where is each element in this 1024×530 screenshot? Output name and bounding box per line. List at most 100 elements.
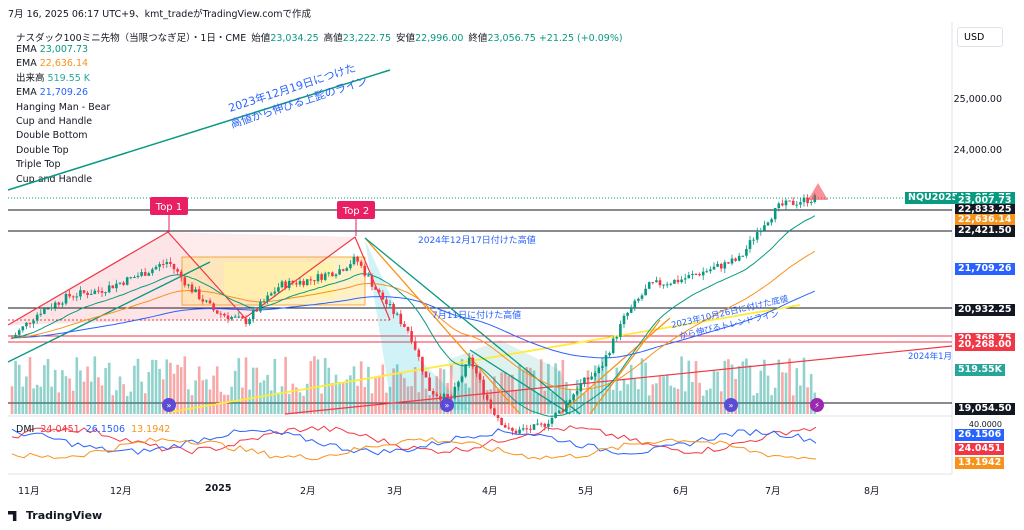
candle-body	[241, 316, 244, 319]
dmi-badge: 13.1942	[955, 457, 1005, 469]
jan2024-line	[284, 345, 953, 415]
volume-bar	[46, 358, 50, 414]
candle-body	[313, 280, 316, 282]
volume-bar	[349, 375, 352, 414]
indicator-row[interactable]: 出来高 519.55 K	[16, 72, 91, 84]
candle-body	[395, 313, 399, 315]
indicator-row[interactable]: Triple Top	[16, 159, 61, 171]
candle-body	[298, 280, 302, 285]
candle-body	[331, 272, 334, 277]
candle-body	[104, 292, 107, 294]
dmi-plus-value: 26.1506	[85, 424, 126, 435]
double-top-zigzag	[7, 231, 391, 326]
candle-body	[665, 284, 669, 286]
volume-bar	[421, 361, 424, 414]
volume-bar	[575, 379, 579, 414]
candle-body	[590, 376, 593, 380]
volume-bar	[345, 379, 349, 414]
candle-body	[460, 376, 464, 382]
volume-bar	[327, 367, 331, 414]
indicator-row[interactable]: Hanging Man - Bear	[16, 101, 111, 113]
volume-bar	[241, 387, 244, 414]
volume-bar	[104, 368, 107, 414]
volume-bar	[194, 380, 197, 414]
volume-bar	[572, 395, 575, 414]
volume-bar	[471, 363, 475, 414]
volume-bar	[136, 358, 140, 414]
volume-bar	[428, 395, 431, 414]
candle-body	[79, 290, 82, 297]
candle-body	[687, 275, 691, 279]
candle-body	[723, 262, 727, 269]
volume-bar	[334, 374, 338, 414]
volume-bar	[669, 385, 673, 414]
candle-body	[140, 272, 143, 276]
volume-bar	[748, 365, 752, 414]
volume-bar	[158, 368, 161, 414]
volume-bar	[683, 391, 687, 414]
volume-bar	[395, 364, 399, 414]
indicator-row[interactable]: Cup and Handle	[16, 116, 93, 128]
candle-body	[266, 295, 269, 302]
volume-bar	[251, 367, 255, 414]
candle-body	[791, 200, 795, 205]
cup-shade	[448, 340, 570, 405]
candle-body	[673, 279, 676, 284]
dmi-plus-line	[11, 428, 817, 456]
candle-body	[53, 302, 57, 308]
volume-bar	[172, 373, 176, 414]
volume-bar	[467, 387, 471, 414]
indicator-row[interactable]: Double Bottom	[16, 130, 88, 142]
dmi-legend: DMI 24.0451 26.1506 13.1942	[16, 423, 170, 437]
candle-body	[82, 290, 86, 293]
indicator-row[interactable]: EMA 23,007.73	[16, 44, 89, 55]
candle-body	[561, 410, 565, 412]
indicator-row[interactable]: Cup and Handle	[16, 173, 93, 185]
brand-text: TradingView	[26, 509, 103, 522]
volume-bar	[53, 369, 57, 414]
volume-bar	[266, 374, 269, 414]
candle-body	[97, 290, 100, 292]
volume-bar	[651, 384, 655, 414]
candle-body	[43, 308, 46, 314]
volume-bar	[579, 390, 583, 414]
candle-body	[719, 263, 723, 269]
jul11-annotation: 7月11日に付けた高値	[432, 309, 521, 321]
event-marker-2: »	[440, 398, 454, 412]
indicator-row[interactable]: Double Top	[16, 144, 69, 156]
volume-bar	[637, 389, 640, 414]
candle-body	[374, 286, 377, 290]
candle-body	[482, 379, 485, 395]
volume-bar	[399, 372, 403, 414]
volume-bar	[712, 370, 716, 414]
volume-bar	[752, 395, 755, 414]
candle-body	[514, 430, 518, 434]
candle-body	[716, 263, 719, 267]
volume-bar	[611, 389, 615, 414]
candle-body	[280, 281, 284, 288]
indicator-row[interactable]: EMA 22,636.14	[16, 58, 89, 70]
candle-body	[763, 225, 766, 231]
currency-button[interactable]: USD	[957, 27, 1003, 47]
indicator-row[interactable]: EMA 21,709.26	[16, 87, 89, 99]
volume-bar	[237, 358, 241, 414]
candle-body	[352, 256, 356, 265]
volume-bar	[737, 365, 741, 414]
ohlc-item: 高値23,222.75	[323, 33, 392, 44]
candle-body	[255, 309, 259, 312]
candle-body	[284, 281, 287, 288]
volume-bar	[183, 356, 187, 414]
dmi-axis-top: 40.0000	[968, 420, 1002, 429]
volume-bar	[698, 382, 701, 414]
candle-body	[410, 331, 413, 342]
candle-body	[575, 391, 579, 395]
candle-body	[453, 386, 457, 399]
candle-body	[50, 307, 53, 309]
volume-bar	[640, 358, 644, 414]
candle-body	[341, 269, 345, 271]
volume-bar	[291, 383, 295, 414]
candle-body	[179, 271, 183, 278]
candle-body	[244, 318, 248, 325]
candle-body	[345, 268, 349, 271]
